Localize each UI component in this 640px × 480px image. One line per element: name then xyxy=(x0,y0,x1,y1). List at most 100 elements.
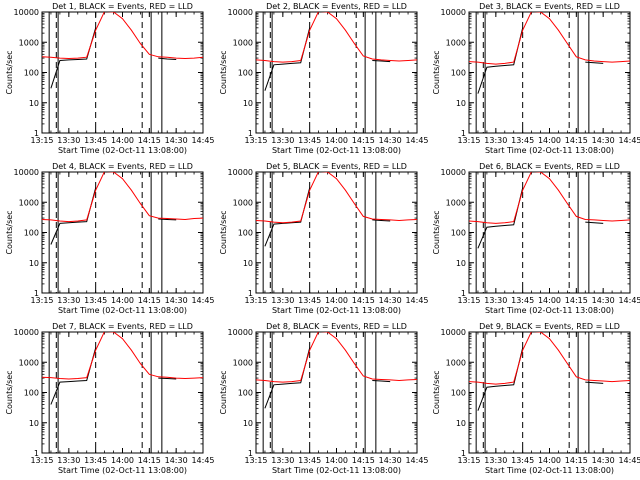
x-tick-label: 14:00 xyxy=(538,456,561,465)
x-axis-label: Start Time (02-Oct-11 13:08:00) xyxy=(485,306,614,315)
y-tick-label: 1 xyxy=(248,289,253,298)
lld-series-line xyxy=(256,172,417,224)
y-axis-label: Counts/sec xyxy=(432,210,441,254)
plot-area xyxy=(256,172,417,293)
x-tick-label: 14:00 xyxy=(538,296,561,305)
x-tick-label: 13:30 xyxy=(271,296,294,305)
plot-frame xyxy=(41,331,204,454)
x-tick-label: 14:45 xyxy=(191,296,214,305)
y-tick-label: 10000 xyxy=(441,328,466,337)
x-tick-label: 13:30 xyxy=(271,456,294,465)
y-tick-label: 1000 xyxy=(446,198,466,207)
y-tick-label: 10000 xyxy=(14,8,39,17)
x-tick-label: 14:45 xyxy=(405,296,428,305)
x-tick-label: 13:45 xyxy=(298,296,321,305)
x-tick-label: 13:15 xyxy=(244,456,267,465)
x-tick-label: 14:45 xyxy=(618,296,640,305)
y-tick-label: 10000 xyxy=(228,8,253,17)
x-tick-label: 13:15 xyxy=(30,296,53,305)
y-tick-label: 10000 xyxy=(441,168,466,177)
x-tick-label: 14:45 xyxy=(191,136,214,145)
plot-area xyxy=(469,12,630,133)
x-tick-label: 14:15 xyxy=(352,296,375,305)
x-tick-label: 14:15 xyxy=(138,456,161,465)
y-tick-label: 1000 xyxy=(446,358,466,367)
x-tick-label: 14:45 xyxy=(618,456,640,465)
x-axis-label: Start Time (02-Oct-11 13:08:00) xyxy=(485,466,614,475)
panel-det-6: Det 6, BLACK = Events, RED = LLD 1 10 100 10… xyxy=(432,162,640,315)
y-tick-label: 1000 xyxy=(19,198,39,207)
y-tick-label: 1 xyxy=(461,449,466,458)
plot-area xyxy=(42,12,203,133)
x-axis-label: Start Time (02-Oct-11 13:08:00) xyxy=(58,306,187,315)
y-tick-label: 100 xyxy=(24,229,39,238)
y-tick-label: 10 xyxy=(243,259,253,268)
panel-title: Det 2, BLACK = Events, RED = LLD xyxy=(266,2,407,11)
y-tick-label: 10 xyxy=(29,99,39,108)
y-tick-label: 1000 xyxy=(233,198,253,207)
y-axis-label: Counts/sec xyxy=(5,50,14,94)
y-tick-label: 100 xyxy=(238,229,253,238)
lld-series-line xyxy=(469,332,630,385)
y-tick-label: 10 xyxy=(29,259,39,268)
y-tick-label: 10000 xyxy=(14,168,39,177)
y-tick-label: 100 xyxy=(451,389,466,398)
x-tick-label: 14:00 xyxy=(325,296,348,305)
events-series-line xyxy=(264,27,391,91)
x-tick-label: 14:00 xyxy=(325,136,348,145)
x-tick-label: 14:30 xyxy=(379,456,402,465)
plot-area xyxy=(469,332,630,453)
plot-frame xyxy=(41,11,204,134)
x-tick-label: 14:15 xyxy=(352,136,375,145)
x-tick-label: 14:30 xyxy=(379,136,402,145)
y-tick-label: 10 xyxy=(243,99,253,108)
y-tick-label: 10000 xyxy=(441,8,466,17)
x-tick-label: 14:15 xyxy=(138,296,161,305)
y-tick-label: 1 xyxy=(461,289,466,298)
y-axis-label: Counts/sec xyxy=(432,370,441,414)
y-tick-label: 10000 xyxy=(14,328,39,337)
x-tick-label: 13:45 xyxy=(511,136,534,145)
x-tick-label: 14:00 xyxy=(111,296,134,305)
x-tick-label: 14:30 xyxy=(379,296,402,305)
y-tick-label: 10 xyxy=(243,419,253,428)
panel-title: Det 7, BLACK = Events, RED = LLD xyxy=(52,322,193,331)
x-axis-label: Start Time (02-Oct-11 13:08:00) xyxy=(485,146,614,155)
x-tick-label: 13:30 xyxy=(271,136,294,145)
y-tick-label: 10 xyxy=(456,259,466,268)
panel-det-1: Det 1, BLACK = Events, RED = LLD 1 10 100 10… xyxy=(5,2,215,155)
y-tick-label: 1000 xyxy=(446,38,466,47)
x-tick-label: 13:15 xyxy=(457,456,480,465)
x-tick-label: 14:45 xyxy=(405,456,428,465)
x-tick-label: 13:15 xyxy=(244,136,267,145)
panel-title: Det 3, BLACK = Events, RED = LLD xyxy=(479,2,620,11)
x-tick-label: 13:30 xyxy=(484,296,507,305)
x-tick-label: 14:15 xyxy=(138,136,161,145)
panel-det-9: Det 9, BLACK = Events, RED = LLD 1 10 100 10… xyxy=(432,322,640,475)
panel-title: Det 9, BLACK = Events, RED = LLD xyxy=(479,322,620,331)
x-tick-label: 14:45 xyxy=(191,456,214,465)
x-tick-label: 14:00 xyxy=(538,136,561,145)
x-tick-label: 13:30 xyxy=(57,136,80,145)
panel-det-5: Det 5, BLACK = Events, RED = LLD 1 10 100 10… xyxy=(219,162,429,315)
plot-frame xyxy=(468,11,631,134)
y-tick-label: 1 xyxy=(34,449,39,458)
x-tick-label: 13:45 xyxy=(511,456,534,465)
panel-title: Det 6, BLACK = Events, RED = LLD xyxy=(479,162,620,171)
plot-frame xyxy=(41,171,204,294)
y-axis-label: Counts/sec xyxy=(219,210,228,254)
plot-frame xyxy=(468,331,631,454)
x-axis-label: Start Time (02-Oct-11 13:08:00) xyxy=(272,146,401,155)
x-tick-label: 13:45 xyxy=(298,456,321,465)
x-tick-label: 13:15 xyxy=(457,296,480,305)
panel-det-2: Det 2, BLACK = Events, RED = LLD 1 10 100 10… xyxy=(219,2,429,155)
x-tick-label: 13:15 xyxy=(244,296,267,305)
plot-frame xyxy=(255,171,418,294)
events-series-line xyxy=(264,347,391,409)
y-axis-label: Counts/sec xyxy=(5,370,14,414)
x-tick-label: 14:00 xyxy=(111,136,134,145)
y-tick-label: 10000 xyxy=(228,328,253,337)
y-tick-label: 10 xyxy=(29,419,39,428)
x-axis-label: Start Time (02-Oct-11 13:08:00) xyxy=(58,466,187,475)
x-tick-label: 14:30 xyxy=(165,136,188,145)
